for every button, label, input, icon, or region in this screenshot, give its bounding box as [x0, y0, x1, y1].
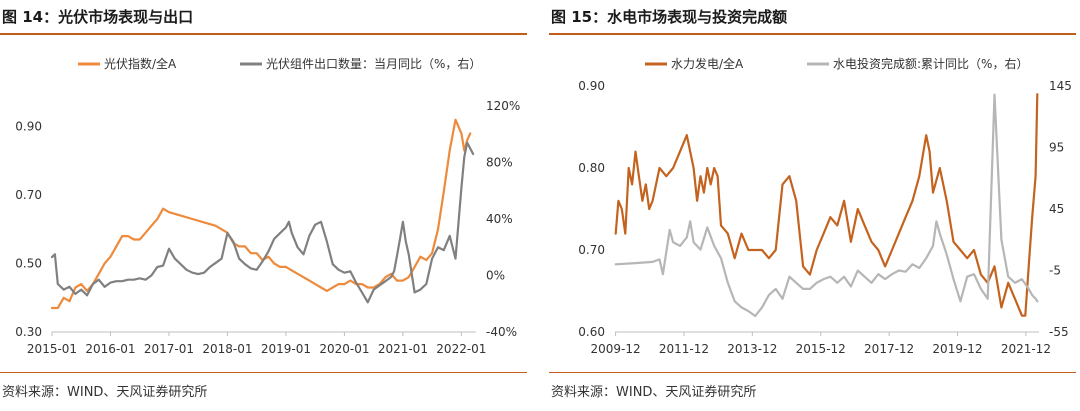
series-line-2 [50, 141, 475, 304]
x-tick-label: 2021-12 [1001, 342, 1051, 356]
y-right-tick-label: 40% [486, 212, 513, 226]
title-divider [549, 33, 1076, 35]
y-right-tick-label: 120% [486, 99, 520, 113]
x-tick-label: 2018-01 [202, 342, 252, 356]
y-left-tick-label: 0.70 [578, 243, 605, 257]
source-note: 资料来源：WIND、天风证券研究所 [551, 385, 757, 400]
hydro-line-chart: 0.60 0.70 0.80 0.90 -55 -5 45 95 145 2009-12 2011-… [578, 56, 1072, 356]
panel-hydro: 图 15：水电市场表现与投资完成额 0.60 0.70 0.80 0.90 -55 -5 4… [549, 0, 1076, 411]
y-right-tick-label: 145 [1049, 79, 1072, 93]
x-tick-label: 2015-12 [796, 342, 846, 356]
legend-label: 光伏组件出口数量：当月同比（%，右） [266, 56, 481, 71]
x-tick-label: 2017-01 [144, 342, 194, 356]
y-left-tick-label: 0.30 [15, 325, 42, 339]
y-left-tick-label: 0.90 [578, 79, 605, 93]
x-tick-label: 2022-01 [436, 342, 486, 356]
y-left-tick-label: 0.70 [15, 188, 42, 202]
panel-pv: 图 14：光伏市场表现与出口 0.30 0.50 0.70 0.90 -40% 0% 40%… [0, 0, 527, 411]
y-right-tick-label: 95 [1049, 141, 1064, 155]
y-right-tick-label: 0% [486, 269, 505, 283]
y-right-tick-label: -5 [1049, 264, 1061, 278]
x-tick-label: 2019-12 [932, 342, 982, 356]
x-tick-label: 2013-12 [727, 342, 777, 356]
series-line-1 [50, 118, 472, 310]
y-right-tick-label: -55 [1049, 325, 1069, 339]
x-tick-label: 2021-01 [378, 342, 428, 356]
y-left-tick-label: 0.50 [15, 257, 42, 271]
source-note: 资料来源：WIND、天风证券研究所 [2, 385, 208, 400]
y-right-tick-label: -40% [486, 325, 517, 339]
title-divider [0, 33, 527, 35]
x-tick-label: 2016-01 [85, 342, 135, 356]
y-left-tick-label: 0.80 [578, 161, 605, 175]
series-line-2 [614, 93, 1039, 318]
x-tick-label: 2019-01 [261, 342, 311, 356]
source-divider [549, 372, 1076, 373]
source-divider [0, 372, 527, 373]
legend-label: 水力发电/全A [671, 56, 744, 71]
x-tick-label: 2020-01 [319, 342, 369, 356]
series-line-1 [614, 93, 1039, 317]
x-tick-label: 2009-12 [590, 342, 640, 356]
y-right-tick-label: 80% [486, 156, 513, 170]
chart-title: 图 14：光伏市场表现与出口 [2, 8, 194, 26]
x-tick-label: 2011-12 [659, 342, 709, 356]
y-right-tick-label: 45 [1049, 202, 1064, 216]
legend-label: 水电投资完成额:累计同比（%，右） [833, 56, 1028, 71]
chart-title: 图 15：水电市场表现与投资完成额 [551, 8, 788, 26]
x-tick-label: 2017-12 [864, 342, 914, 356]
y-left-tick-label: 0.90 [15, 120, 42, 134]
pv-line-chart: 0.30 0.50 0.70 0.90 -40% 0% 40% 80% 120% 2015-01 2… [15, 56, 520, 356]
y-left-tick-label: 0.60 [578, 325, 605, 339]
x-tick-label: 2015-01 [27, 342, 77, 356]
legend-label: 光伏指数/全A [104, 56, 177, 71]
